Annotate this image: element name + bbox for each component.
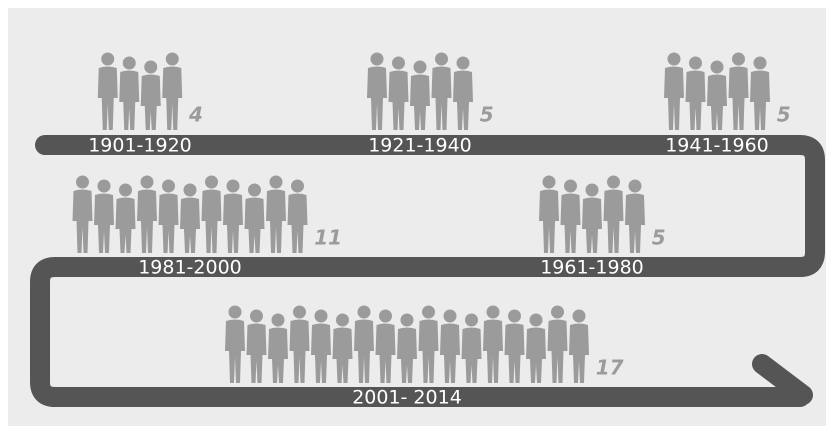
person-head: [315, 310, 328, 323]
period-label: 1941-1960: [665, 135, 769, 157]
person-head: [336, 314, 349, 327]
person-head: [76, 176, 89, 189]
person-head: [141, 176, 154, 189]
person-head: [711, 61, 724, 74]
person-head: [184, 184, 197, 197]
person-head: [457, 57, 470, 70]
person-head: [668, 53, 681, 66]
person-head: [435, 53, 448, 66]
person-head: [573, 310, 586, 323]
person-head: [689, 57, 702, 70]
person-head: [123, 57, 136, 70]
count-label: 5: [652, 226, 666, 250]
person-head: [293, 306, 306, 319]
count-label: 17: [596, 356, 624, 380]
person-head: [607, 176, 620, 189]
person-head: [508, 310, 521, 323]
person-head: [98, 180, 111, 193]
person-head: [392, 57, 405, 70]
person-head: [564, 180, 577, 193]
person-head: [379, 310, 392, 323]
person-head: [291, 180, 304, 193]
person-head: [371, 53, 384, 66]
person-head: [248, 184, 261, 197]
person-head: [530, 314, 543, 327]
person-head: [358, 306, 371, 319]
person-head: [166, 53, 179, 66]
person-head: [586, 184, 599, 197]
person-head: [205, 176, 218, 189]
person-head: [272, 314, 285, 327]
person-head: [629, 180, 642, 193]
person-head: [270, 176, 283, 189]
person-head: [732, 53, 745, 66]
period-label: 1921-1940: [368, 135, 472, 157]
person-head: [444, 310, 457, 323]
person-head: [144, 61, 157, 74]
person-head: [162, 180, 175, 193]
person-head: [250, 310, 263, 323]
person-head: [543, 176, 556, 189]
count-label: 4: [188, 103, 203, 127]
period-label: 1961-1980: [540, 257, 644, 279]
person-head: [754, 57, 767, 70]
count-label: 11: [314, 226, 342, 250]
person-head: [227, 180, 240, 193]
person-head: [229, 306, 242, 319]
person-head: [119, 184, 132, 197]
chart: 4 1901-1920 5 1921-1940 5 1941-1960 11 1981-200…: [0, 0, 834, 434]
count-label: 5: [777, 103, 791, 127]
person-head: [401, 314, 414, 327]
person-head: [414, 61, 427, 74]
period-label: 2001- 2014: [352, 387, 462, 409]
person-head: [422, 306, 435, 319]
period-label: 1981-2000: [138, 257, 242, 279]
count-label: 5: [480, 103, 494, 127]
period-label: 1901-1920: [88, 135, 192, 157]
person-head: [551, 306, 564, 319]
person-head: [101, 53, 114, 66]
person-head: [487, 306, 500, 319]
person-head: [465, 314, 478, 327]
